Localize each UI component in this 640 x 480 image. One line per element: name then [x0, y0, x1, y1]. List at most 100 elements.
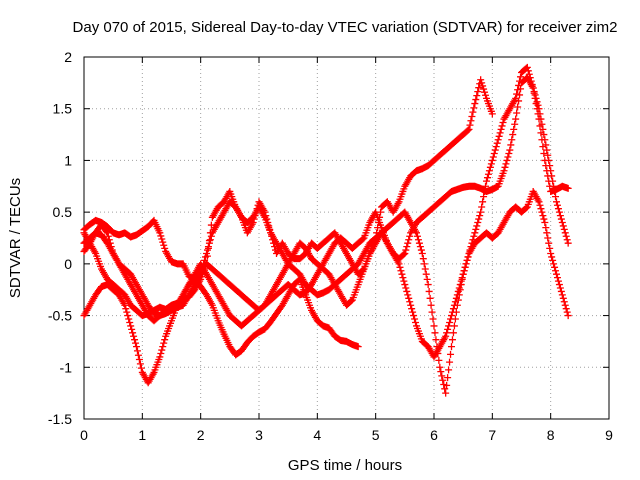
y-axis-label: SDTVAR / TECUs — [7, 178, 24, 298]
data-point — [474, 218, 482, 226]
x-tick-label: 7 — [488, 427, 496, 443]
data-point — [564, 184, 572, 192]
data-point — [447, 350, 455, 358]
y-tick-label: 1.5 — [53, 101, 73, 117]
data-point — [428, 308, 436, 316]
data-point — [556, 212, 564, 220]
data-point — [563, 236, 571, 244]
data-point — [467, 243, 475, 251]
data-point — [404, 239, 412, 247]
data-point — [127, 322, 135, 330]
data-point — [415, 239, 423, 247]
data-point — [411, 315, 419, 323]
data-point — [422, 270, 430, 278]
data-point — [483, 174, 491, 182]
data-point — [207, 221, 215, 229]
data-point — [420, 260, 428, 268]
data-point — [525, 70, 533, 78]
data-point — [480, 193, 488, 201]
data-point — [158, 235, 166, 243]
data-point — [535, 105, 543, 113]
data-point — [502, 160, 510, 168]
data-point — [157, 232, 165, 240]
data-point — [507, 141, 515, 149]
data-point — [460, 267, 468, 275]
data-point — [413, 229, 420, 237]
data-point — [487, 160, 495, 168]
data-point — [468, 239, 476, 247]
data-point — [399, 274, 407, 282]
data-point — [417, 246, 425, 254]
data-point — [473, 92, 481, 100]
data-point — [534, 101, 542, 109]
data-point — [198, 267, 206, 275]
data-point — [431, 329, 439, 337]
data-point — [408, 305, 416, 313]
data-point — [137, 364, 145, 372]
data-point — [514, 103, 522, 111]
data-point — [553, 198, 560, 206]
data-point — [128, 325, 136, 333]
data-point — [545, 239, 553, 247]
data-point — [470, 232, 478, 240]
data-point — [407, 301, 415, 309]
data-point — [203, 246, 211, 254]
x-tick-label: 8 — [547, 427, 555, 443]
data-point — [448, 312, 455, 320]
data-point — [523, 63, 531, 71]
data-point — [467, 117, 475, 125]
data-point — [546, 162, 554, 170]
data-point — [396, 263, 404, 271]
data-point — [512, 94, 520, 102]
data-point — [432, 336, 440, 344]
data-point — [457, 281, 465, 289]
data-point — [550, 182, 558, 190]
data-point — [549, 256, 557, 264]
data-point — [400, 277, 408, 285]
data-point — [537, 205, 545, 213]
x-tick-label: 0 — [80, 427, 88, 443]
data-point — [459, 270, 467, 278]
data-point — [485, 167, 493, 175]
data-point — [426, 294, 434, 302]
data-point — [549, 177, 557, 185]
data-point — [461, 263, 469, 271]
data-point — [498, 122, 506, 130]
data-point — [542, 141, 550, 149]
data-point — [412, 318, 420, 326]
data-point — [562, 232, 570, 240]
data-point — [537, 115, 545, 123]
data-point — [484, 170, 492, 178]
data-point — [517, 73, 525, 81]
data-point — [491, 146, 499, 154]
data-point — [200, 260, 208, 268]
data-point — [506, 146, 514, 154]
data-point — [541, 218, 549, 226]
data-point — [401, 250, 409, 258]
data-point — [540, 131, 548, 139]
data-point — [453, 301, 461, 309]
data-point — [157, 349, 165, 357]
data-point — [477, 208, 485, 216]
data-point — [470, 104, 478, 112]
data-point — [513, 109, 521, 117]
data-point — [158, 346, 166, 354]
data-point — [429, 315, 437, 323]
data-point — [410, 312, 418, 320]
data-point — [524, 67, 532, 75]
data-point — [449, 329, 457, 337]
data-point — [443, 381, 451, 389]
data-point — [528, 81, 536, 89]
data-point — [464, 253, 472, 261]
y-tick-label: 1 — [64, 152, 72, 168]
data-point — [405, 236, 413, 244]
data-point — [479, 198, 487, 206]
data-point — [550, 260, 558, 268]
data-point — [103, 229, 111, 237]
series-track-4 — [80, 187, 572, 387]
data-point — [427, 301, 435, 309]
data-point — [448, 343, 455, 351]
data-point — [468, 112, 476, 120]
data-point — [102, 227, 110, 235]
data-point — [469, 236, 477, 244]
